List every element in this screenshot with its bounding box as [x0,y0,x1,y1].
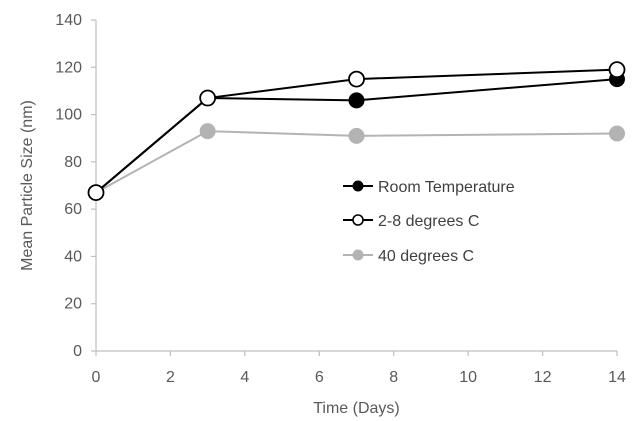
data-point-40-degrees-c [609,125,625,142]
y-tick-label: 20 [64,296,82,313]
data-point-2-8-degrees-c [87,184,105,201]
x-tick-label: 2 [166,369,175,386]
y-tick-label: 120 [55,59,82,76]
series-2-8-degrees-c [87,61,626,201]
x-axis-title: Time (Days) [313,400,400,417]
data-point-2-8-degrees-c [608,61,626,79]
legend-entry-room-temperature: Room Temperature [343,179,515,196]
series-layer [87,61,626,201]
legend-entry-2-8-degrees-c: 2-8 degrees C [343,213,479,230]
legend-marker-40-degrees-c [352,249,364,261]
x-tick-label: 12 [534,369,552,386]
x-tick-label: 0 [92,369,101,386]
y-tick-label: 0 [73,343,82,360]
legend-label-2-8-degrees-c: 2-8 degrees C [378,213,479,230]
data-point-40-degrees-c [199,123,216,140]
y-tick-label: 80 [64,154,82,171]
series-line-40-degrees-c [95,130,618,194]
legend-marker-room-temperature [352,180,364,192]
legend-label-room-temperature: Room Temperature [378,179,515,196]
legend: Room Temperature 2-8 degrees C 40 degree… [343,179,515,265]
x-tick-label: 8 [389,369,398,386]
series-line-2-8-degrees-c [95,68,618,194]
x-tick-label: 4 [240,369,249,386]
data-point-40-degrees-c [348,127,365,144]
y-tick-label: 60 [64,201,82,218]
x-tick-label: 14 [608,369,626,386]
legend-label-40-degrees-c: 40 degrees C [378,248,474,265]
y-axis-ticks: 0 20 40 60 80 100 120 140 [55,12,96,360]
legend-marker-2-8-degrees-c [352,214,364,226]
x-tick-label: 10 [459,369,477,386]
legend-entry-40-degrees-c: 40 degrees C [343,248,474,265]
data-point-room-temperature [348,92,365,109]
data-point-2-8-degrees-c [348,70,365,88]
y-tick-label: 100 [55,107,82,124]
y-tick-label: 40 [64,248,82,265]
y-axis-title: Mean Particle Size (nm) [19,100,36,271]
data-point-2-8-degrees-c [199,89,217,107]
x-axis-ticks: 0 2 4 6 8 10 12 14 [92,351,626,386]
x-tick-label: 6 [315,369,324,386]
y-tick-label: 140 [55,12,82,29]
